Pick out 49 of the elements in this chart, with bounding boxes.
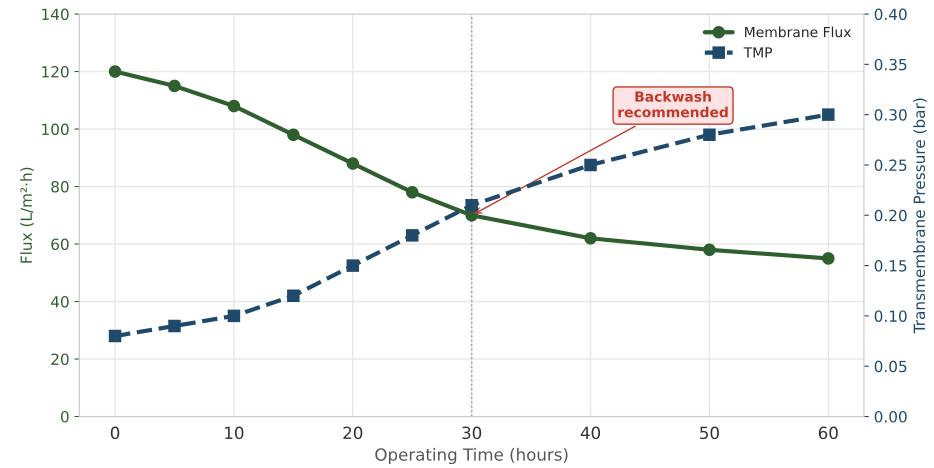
point bbox=[228, 100, 240, 112]
point bbox=[703, 244, 716, 256]
point bbox=[108, 330, 122, 342]
point bbox=[822, 252, 835, 265]
x-tick-label: 40 bbox=[580, 426, 600, 440]
point bbox=[287, 290, 300, 302]
point bbox=[168, 80, 181, 92]
y2-tick-label: 0.00 bbox=[874, 410, 907, 423]
y2-axis-title: Transmembrane Pressure (bar) bbox=[913, 98, 927, 334]
point bbox=[108, 65, 122, 78]
y-tick-label: 140 bbox=[42, 8, 69, 20]
point bbox=[168, 320, 181, 332]
y-tick-label: 100 bbox=[42, 124, 69, 136]
point bbox=[346, 259, 360, 272]
point bbox=[584, 232, 597, 245]
x-tick-label: 60 bbox=[818, 426, 838, 440]
x-tick-label: 30 bbox=[462, 426, 482, 440]
annotation: Backwash recommended bbox=[618, 91, 728, 118]
point bbox=[406, 186, 418, 199]
y-tick-label: 20 bbox=[51, 353, 69, 366]
point bbox=[228, 310, 240, 322]
y2-tick-label: 0.15 bbox=[874, 260, 906, 272]
legend-label: Membrane Flux bbox=[745, 26, 851, 38]
x-tick-label: 50 bbox=[700, 426, 719, 440]
y2-tick-label: 0.30 bbox=[874, 109, 907, 121]
y-tick-label: 40 bbox=[50, 296, 69, 308]
x-tick-label: 20 bbox=[343, 426, 362, 440]
x-tick-label: 0 bbox=[110, 426, 120, 440]
x-tick-label: 10 bbox=[225, 426, 244, 440]
y-tick-label: 0 bbox=[60, 410, 69, 423]
point bbox=[703, 128, 716, 142]
legend-label: TMP bbox=[744, 47, 772, 58]
x-axis-title: Operating Time (hours) bbox=[375, 448, 568, 464]
point bbox=[287, 128, 300, 142]
y-tick-label: 60 bbox=[51, 238, 69, 250]
y2-tick-label: 0.35 bbox=[874, 58, 906, 70]
y-tick-label: 80 bbox=[51, 180, 69, 193]
point bbox=[465, 198, 478, 212]
y-tick-label: 120 bbox=[42, 66, 69, 78]
y2-tick-label: 0.05 bbox=[874, 360, 906, 372]
y2-tick-label: 0.10 bbox=[874, 310, 907, 322]
point bbox=[346, 157, 360, 170]
y2-tick-label: 0.25 bbox=[874, 159, 906, 171]
point bbox=[584, 158, 597, 172]
y2-tick-label: 0.40 bbox=[874, 8, 907, 20]
y2-tick-label: 0.20 bbox=[874, 210, 907, 222]
point bbox=[822, 108, 835, 121]
point bbox=[406, 229, 418, 242]
y-axis-title: Flux (L/m²·h) bbox=[20, 168, 34, 263]
